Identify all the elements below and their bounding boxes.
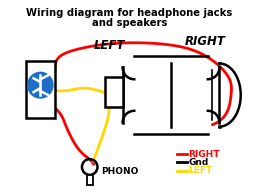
FancyBboxPatch shape: [26, 61, 55, 118]
Text: LEFT: LEFT: [93, 39, 125, 52]
Text: LEFT: LEFT: [189, 166, 213, 175]
Text: and speakers: and speakers: [92, 18, 167, 28]
Text: Gnd: Gnd: [189, 158, 209, 167]
Text: PHONO: PHONO: [101, 167, 139, 176]
Text: RIGHT: RIGHT: [184, 35, 225, 48]
FancyBboxPatch shape: [105, 77, 123, 107]
Text: Wiring diagram for headphone jacks: Wiring diagram for headphone jacks: [26, 8, 233, 18]
Circle shape: [28, 72, 53, 98]
FancyBboxPatch shape: [87, 175, 93, 185]
Text: RIGHT: RIGHT: [189, 150, 220, 159]
